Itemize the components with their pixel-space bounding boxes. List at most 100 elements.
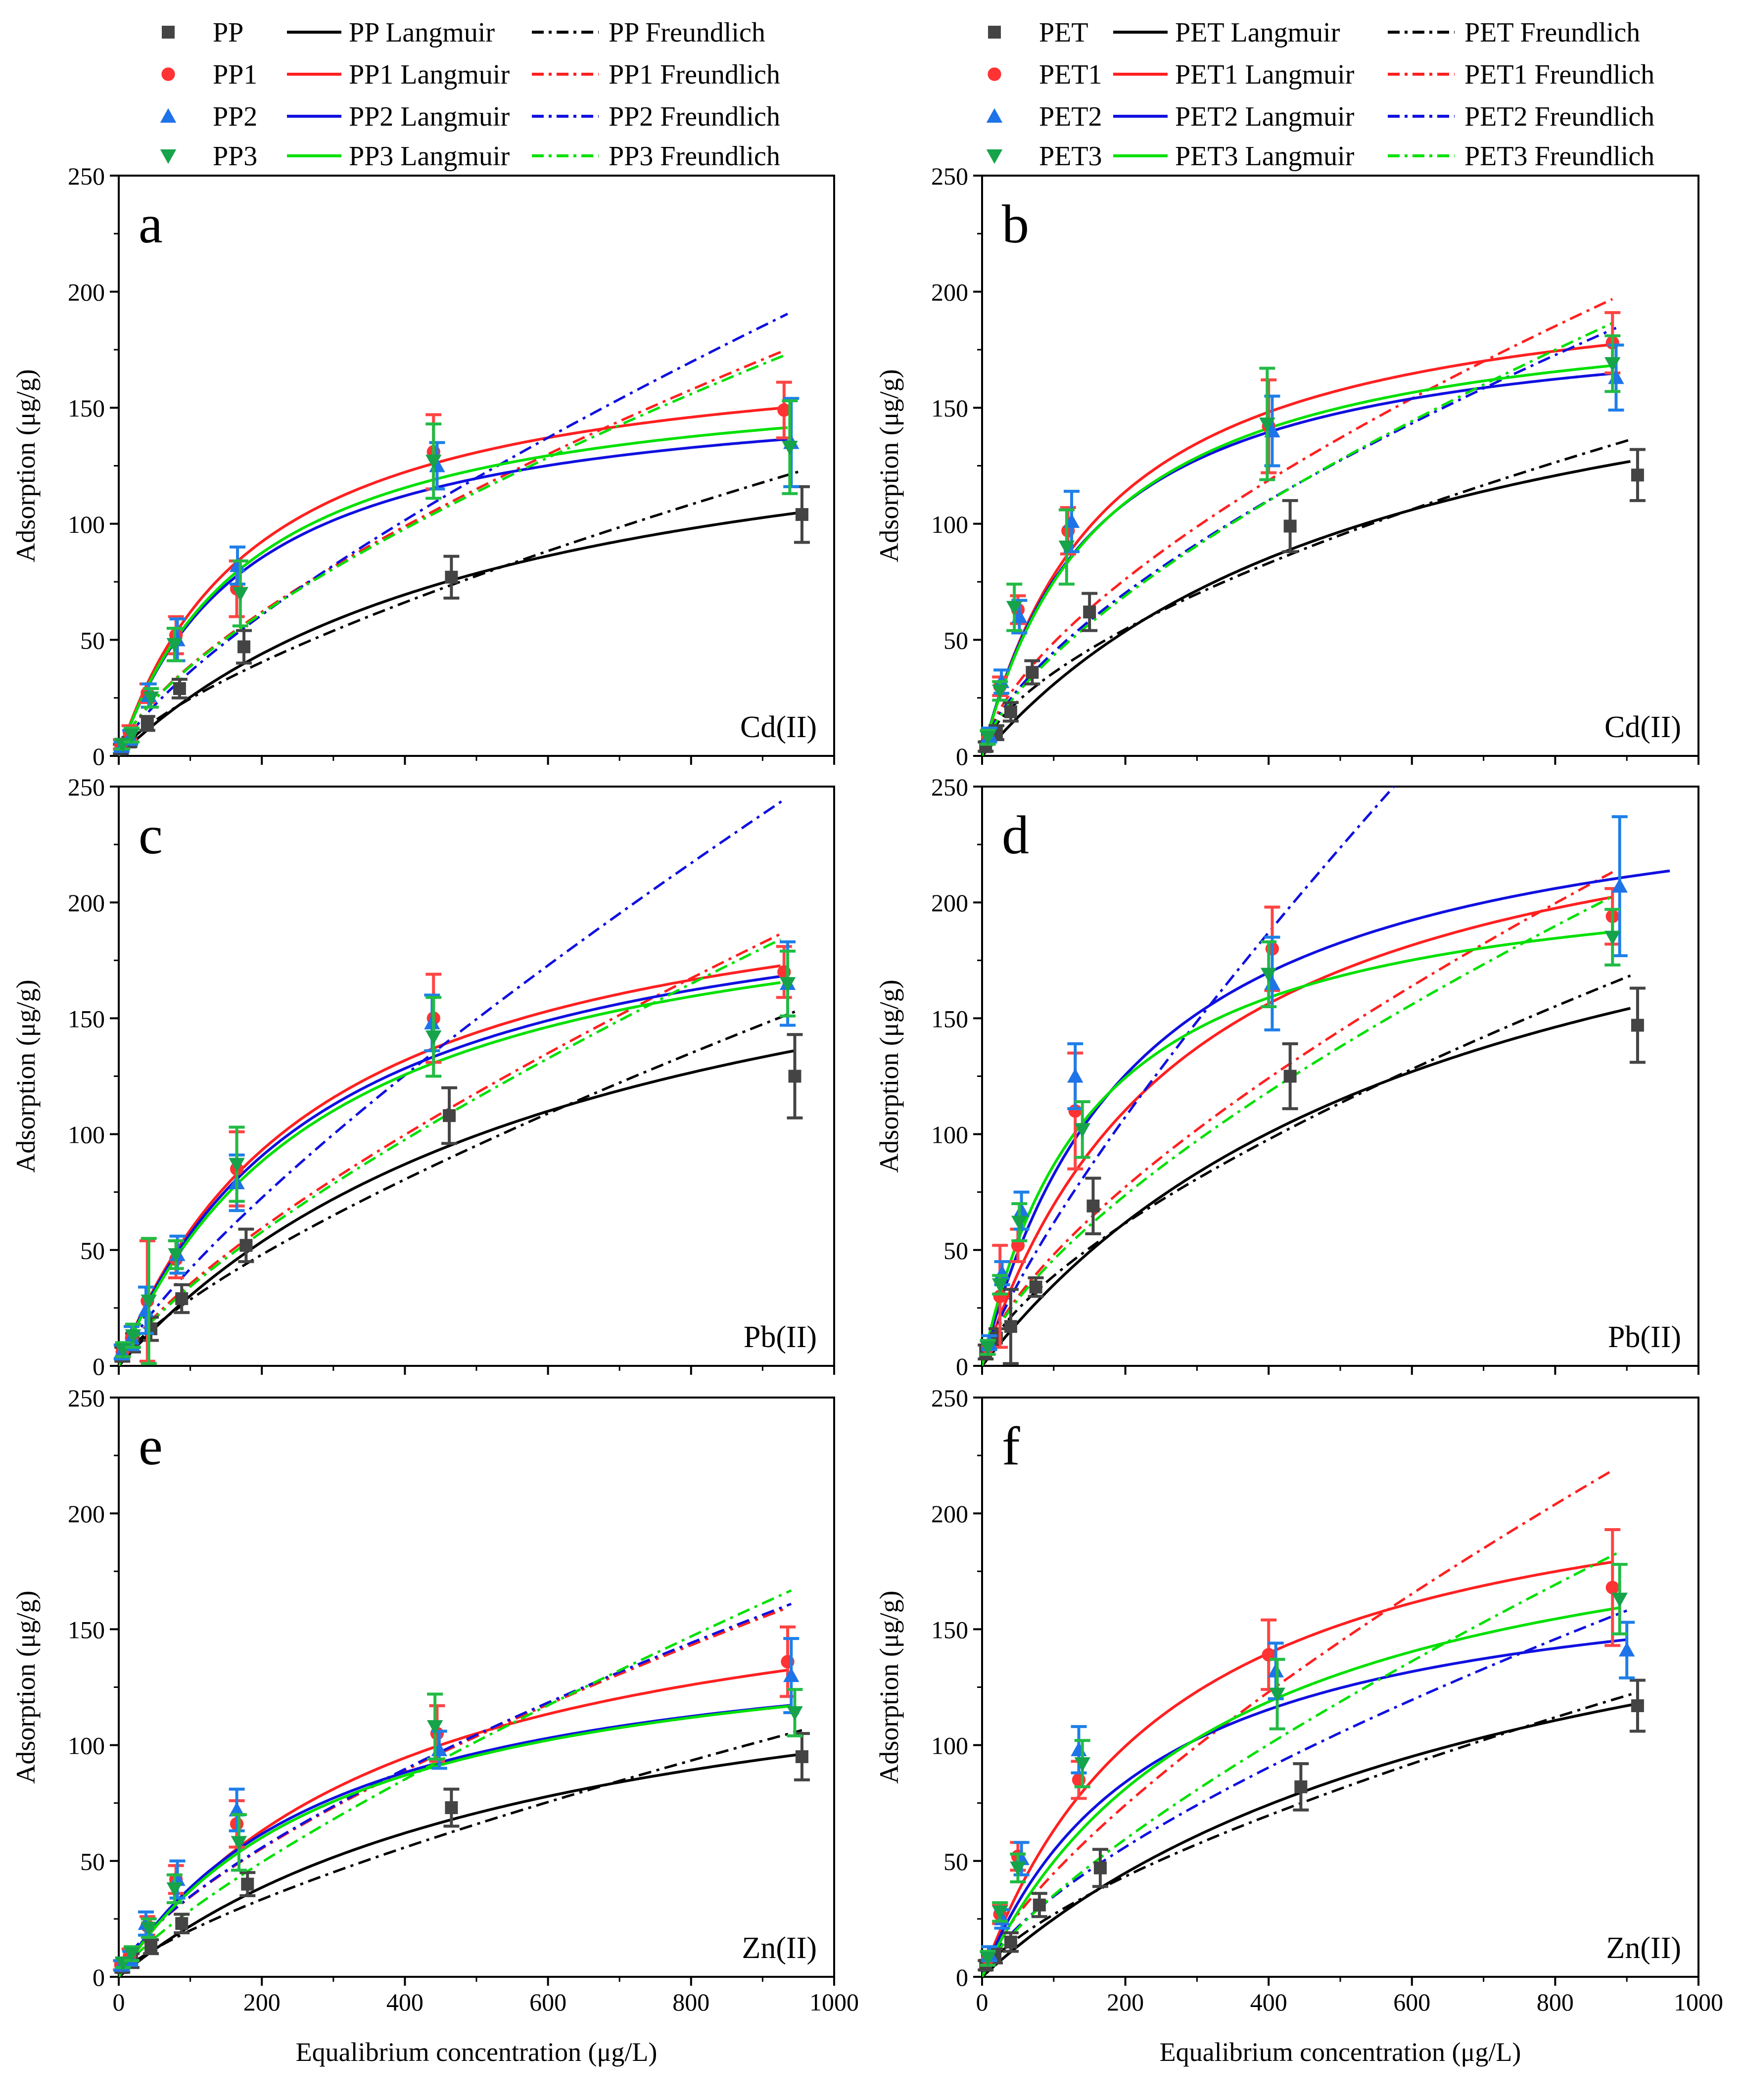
pp-data-point [237, 640, 251, 653]
pp3-data-point [426, 1720, 443, 1735]
pp1-legend-marker-icon [161, 67, 175, 81]
pet1-langmuir-curve [982, 343, 1613, 756]
pet3-data-point [980, 731, 996, 746]
legend-freundlich-label: PET1 Freundlich [1464, 59, 1654, 90]
pet-data-point [1283, 1070, 1297, 1083]
pet-langmuir-curve [982, 1007, 1631, 1366]
legend-series-label: PET3 [1039, 141, 1102, 172]
legend-series-label: PET1 [1039, 59, 1102, 90]
panel-f: 0 50 100 150 200 250 0 200 400 600 800 1000 Adsorpti… [874, 1384, 1723, 2067]
pp3-data-point [782, 440, 798, 456]
pet3-langmuir-curve [982, 1606, 1620, 1977]
pp-langmuir-curve [119, 1049, 796, 1366]
pp3-langmuir-curve [119, 1704, 792, 1977]
pet2-langmuir-curve [982, 372, 1616, 756]
pet3-langmuir-curve [982, 364, 1613, 756]
y-tick-label: 100 [931, 1732, 968, 1760]
panel-letter: d [1002, 805, 1029, 865]
x-tick-label: 200 [1107, 1988, 1144, 2016]
y-tick-label: 150 [68, 394, 105, 422]
y-tick-label: 50 [80, 626, 105, 654]
metal-label: Zn(II) [1606, 1931, 1681, 1965]
x-tick-label: 400 [386, 1988, 424, 2016]
pp1-freundlich-curve [119, 1606, 788, 1977]
metal-label: Cd(II) [740, 710, 817, 744]
pet-data-point [1004, 1320, 1017, 1333]
pp-data-point [795, 1750, 808, 1764]
y-axis-label: Adsorption (μg/g) [874, 980, 904, 1172]
pet-legend: PET PET Langmuir PET Freundlich PET1 PET1 La… [986, 17, 1654, 172]
plot-frame [118, 786, 835, 1367]
legend-langmuir-label: PP3 Langmuir [349, 141, 510, 172]
panel-letter: e [139, 1416, 163, 1476]
y-tick-label: 150 [68, 1005, 105, 1032]
pet-data-point [1004, 1935, 1017, 1949]
pet3-data-point [1611, 1592, 1628, 1607]
pet-data-point [1093, 1861, 1107, 1874]
pet2-data-point [1013, 1202, 1030, 1217]
x-tick-label: 1000 [809, 1988, 859, 2016]
pet3-langmuir-curve [982, 931, 1613, 1366]
y-axis-label: Adsorption (μg/g) [11, 369, 41, 562]
y-tick-label: 150 [931, 394, 968, 422]
y-tick-label: 200 [931, 279, 968, 306]
pp-data-point [175, 1917, 188, 1930]
pp-data-point [445, 1801, 458, 1815]
plot-frame [118, 1397, 835, 1978]
legends: PP PP Langmuir PP Freundlich PP1 PP1 Langmui… [160, 17, 1654, 172]
y-tick-label: 0 [956, 1963, 968, 1991]
pp-data-point [175, 1292, 188, 1306]
plot-frame [981, 175, 1699, 757]
metal-label: Cd(II) [1604, 710, 1681, 744]
pet-freundlich-curve [982, 974, 1631, 1366]
pet-data-point [1083, 606, 1096, 619]
pet3-data-point [1074, 1123, 1090, 1138]
pp3-langmuir-curve [119, 426, 788, 756]
pp3-data-point [142, 691, 159, 706]
y-tick-label: 50 [943, 1848, 968, 1875]
pet-data-point [1086, 1199, 1100, 1213]
panel-b: 0 50 100 150 200 250 Adsorption (μg/g) b Cd(II) [874, 162, 1699, 770]
pet-data-point [1294, 1780, 1308, 1793]
pp3-data-point [229, 1158, 245, 1172]
pp3-data-point [125, 1329, 141, 1344]
legend-freundlich-label: PP2 Freundlich [609, 101, 780, 132]
y-tick-label: 100 [931, 1121, 968, 1149]
pp3-data-point [232, 587, 249, 602]
x-axis-label: Equalibrium concentration (μg/L) [1160, 2037, 1521, 2067]
pp-freundlich-curve [119, 1729, 802, 1977]
legend-freundlich-label: PP1 Freundlich [609, 59, 780, 90]
pp1-langmuir-curve [119, 964, 781, 1366]
pet-data-point [1631, 1019, 1644, 1032]
panel-letter: a [139, 194, 163, 254]
legend-langmuir-label: PET1 Langmuir [1175, 59, 1355, 90]
y-tick-label: 150 [931, 1005, 968, 1032]
y-tick-label: 50 [943, 1237, 968, 1264]
pet1-langmuir-curve [982, 1560, 1613, 1977]
y-tick-label: 200 [68, 889, 105, 917]
x-tick-label: 1000 [1674, 1988, 1723, 2016]
pet2-data-point [1618, 1642, 1635, 1657]
pet2-data-point [1071, 1741, 1087, 1756]
pp1-freundlich-curve [119, 933, 781, 1366]
pp3-data-point [231, 1836, 247, 1851]
pp2-langmuir-curve [119, 974, 785, 1366]
fit-curves [119, 1589, 802, 1977]
pet3-freundlich-curve [982, 895, 1613, 1366]
panel-d: 0 50 100 150 200 250 Adsorption (μg/g) d Pb(II) [874, 773, 1699, 1380]
pp2-legend-marker-icon [160, 108, 177, 123]
pp3-legend-marker-icon [160, 149, 177, 164]
panel-letter: c [139, 805, 163, 865]
fit-curves [982, 298, 1631, 756]
plot-frame [118, 175, 835, 757]
pet3-data-point [980, 1952, 996, 1966]
y-axis-label: Adsorption (μg/g) [874, 369, 904, 562]
pp3-data-point [141, 1921, 157, 1936]
pp-data-point [788, 1070, 801, 1083]
pet2-langmuir-curve [982, 869, 1670, 1366]
y-tick-label: 50 [80, 1237, 105, 1264]
data-points [978, 1528, 1646, 1972]
pet3-freundlich-curve [982, 1550, 1620, 1977]
pp-data-point [239, 1239, 253, 1252]
data-points [113, 1625, 810, 1974]
